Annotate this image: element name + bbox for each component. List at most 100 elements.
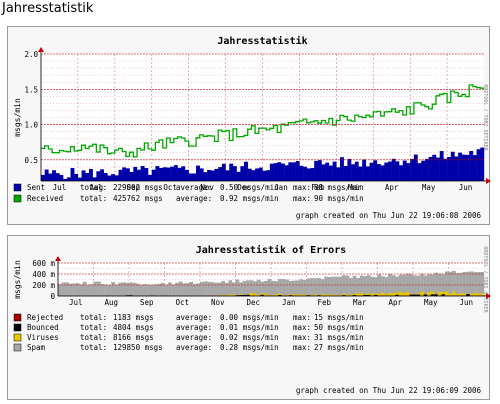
virus-bar: [285, 294, 289, 296]
legend-total: 8166 msgs: [113, 333, 154, 342]
spam-bar: [118, 282, 123, 296]
sent-bar: [439, 151, 444, 181]
virus-bar: [455, 294, 460, 296]
x-tick-label: Oct: [163, 183, 177, 192]
legend-average: 0.28 msgs/min: [220, 343, 279, 352]
y-tick-label: 0.5: [24, 156, 38, 165]
legend-average: 0.00 msgs/min: [220, 313, 279, 322]
chart-panel-yearly: Jahresstatistik msgs/min RRDTOOL / TOBI OE…: [7, 26, 491, 225]
spam-bar: [430, 274, 435, 296]
page-title: Jahresstatistik: [2, 1, 94, 16]
spam-bar: [444, 271, 449, 296]
sent-bar: [255, 168, 260, 181]
spam-bar: [320, 279, 325, 296]
sent-bar: [70, 167, 75, 181]
bounced-bar: [260, 294, 265, 296]
virus-bar: [377, 293, 382, 296]
legend-name: Bounced: [27, 323, 59, 332]
legend-total: 4804 msgs: [113, 323, 154, 332]
virus-bar: [249, 292, 254, 296]
y-axis-label: msgs/min: [13, 98, 22, 137]
sent-bar: [111, 174, 116, 181]
sent-bar: [92, 177, 97, 181]
sent-bar: [292, 162, 296, 181]
bounced-bar: [395, 294, 399, 296]
spam-bar: [327, 276, 332, 296]
legend-name: Sent: [27, 183, 45, 192]
graph-footer: graph created on Thu Jun 22 19:06:08 200…: [296, 211, 482, 220]
x-tick-label: Feb: [317, 298, 331, 307]
sent-bar: [173, 165, 178, 181]
sent-bar: [218, 167, 223, 181]
virus-bar: [331, 294, 336, 296]
legend-total-label: total:: [80, 323, 107, 332]
virus-bar: [373, 293, 378, 296]
spam-bar: [310, 278, 314, 296]
virus-bar: [448, 293, 453, 296]
sent-bar: [41, 174, 45, 181]
virus-bar: [437, 291, 442, 296]
spam-bar: [423, 275, 428, 296]
bounced-bar: [413, 294, 417, 296]
sent-bar: [207, 169, 212, 181]
sent-bar: [340, 157, 344, 181]
sent-bar: [266, 170, 271, 181]
spam-bar: [473, 272, 478, 296]
virus-bar: [253, 293, 257, 296]
bounced-bar: [239, 295, 243, 296]
spam-bar: [143, 284, 147, 296]
sent-bar: [295, 161, 300, 181]
spam-bar: [129, 282, 133, 296]
legend-average: 0.02 msgs/min: [220, 333, 279, 342]
y-tick-label: 2.0: [24, 50, 38, 59]
spam-bar: [370, 276, 375, 296]
virus-bar: [228, 294, 233, 296]
spam-bar: [388, 273, 392, 296]
spam-bar: [58, 284, 62, 296]
sent-bar: [395, 161, 400, 181]
sent-bar: [258, 167, 263, 181]
spam-bar: [100, 284, 105, 296]
virus-bar: [444, 291, 449, 296]
spam-bar: [366, 275, 371, 296]
sent-bar: [181, 166, 186, 181]
virus-bar: [359, 293, 364, 296]
sent-bar: [232, 166, 237, 181]
x-tick-label: May: [424, 298, 438, 307]
virus-bar: [388, 293, 392, 296]
sent-bar: [203, 172, 208, 181]
bounced-bar: [352, 295, 357, 296]
x-tick-label: Apr: [388, 298, 402, 307]
legend-max-label: max:: [293, 333, 311, 342]
virus-bar: [281, 295, 286, 296]
legend-total: 1183 msgs: [113, 313, 154, 322]
sent-bar: [162, 167, 167, 181]
sent-bar: [332, 161, 337, 181]
virus-bar: [370, 293, 375, 296]
virus-bar: [334, 295, 339, 296]
spam-bar: [228, 280, 233, 296]
sent-bar: [133, 166, 138, 181]
x-tick-label: Dec: [237, 183, 251, 192]
sent-bar: [81, 170, 86, 181]
spam-bar: [107, 284, 112, 296]
spam-bar: [189, 281, 194, 296]
legend-average: 0.01 msgs/min: [220, 323, 279, 332]
spam-bar: [89, 284, 94, 296]
sent-bar: [59, 174, 64, 181]
spam-bar: [466, 271, 470, 296]
sent-bar: [310, 168, 315, 181]
virus-bar: [342, 293, 346, 296]
sent-bar: [351, 164, 355, 181]
spam-bar: [299, 279, 304, 296]
virus-bar: [381, 292, 385, 296]
sent-bar: [450, 151, 455, 181]
spam-bar: [381, 276, 385, 296]
x-axis-arrow: [486, 178, 491, 184]
sent-bar: [77, 177, 82, 181]
virus-bar: [324, 294, 328, 296]
spam-bar: [249, 280, 254, 296]
sent-bar: [373, 160, 378, 181]
y-tick-label: 1.5: [24, 85, 38, 94]
spam-bar: [459, 272, 463, 296]
